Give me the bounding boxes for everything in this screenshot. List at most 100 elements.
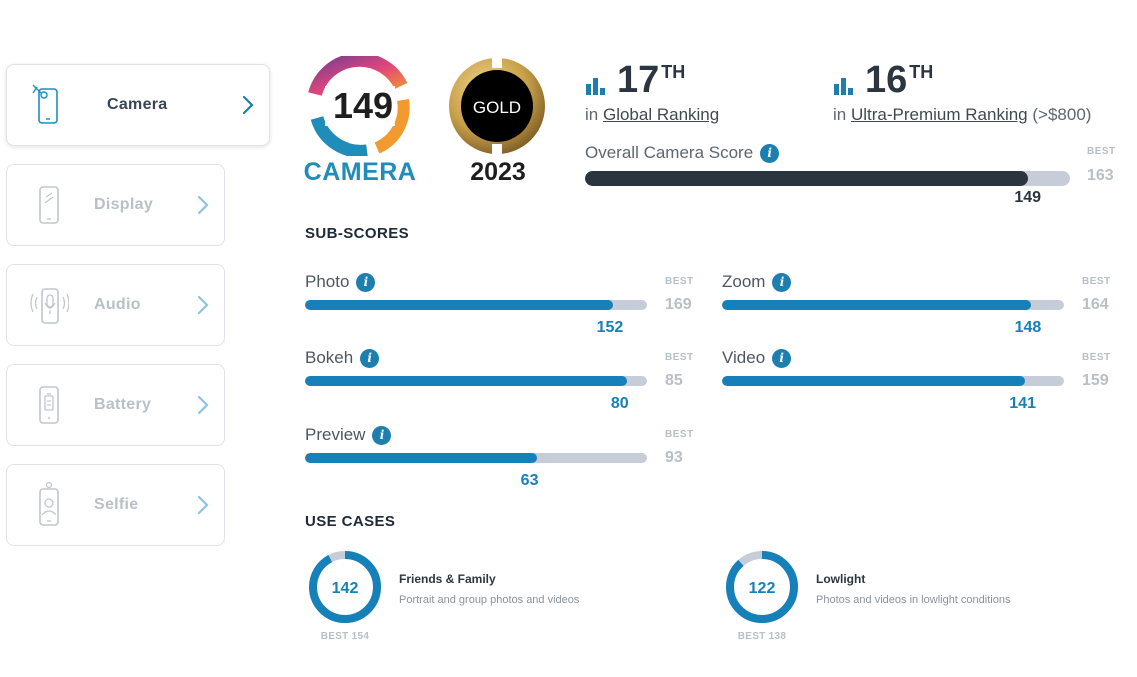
use-cases-title: USE CASES — [305, 513, 396, 530]
camera-phone-icon — [32, 84, 58, 124]
ultra-rank-suffix: TH — [909, 62, 934, 82]
sub-score-fill — [722, 376, 1026, 386]
sidebar-item-label: Camera — [107, 96, 168, 113]
info-icon[interactable]: i — [772, 272, 792, 292]
overall-score-fill — [585, 171, 1029, 186]
camera-score-badge: 149 — [308, 56, 410, 156]
overall-score-title: Overall Camera Score — [585, 143, 754, 162]
sub-score-value: 141 — [1009, 395, 1036, 412]
sub-score-best-value: 93 — [665, 449, 683, 466]
global-rank-suffix: TH — [661, 62, 686, 82]
sidebar-item-label: Selfie — [94, 496, 139, 513]
sub-score-bar-video — [722, 376, 1064, 386]
sub-score-title: Video — [722, 348, 766, 367]
overall-best-label: BEST — [1087, 146, 1116, 157]
sub-score-best-label: BEST — [1082, 276, 1111, 287]
display-phone-icon — [39, 186, 59, 224]
sub-score-fill — [305, 376, 627, 386]
sub-score-title: Preview — [305, 425, 366, 444]
use-case-title: Lowlight — [816, 572, 866, 586]
sidebar-item-display[interactable]: Display — [6, 164, 225, 246]
sub-score-title: Bokeh — [305, 348, 354, 367]
use-case-description: Portrait and group photos and videos — [399, 594, 580, 606]
chevron-right-icon — [197, 195, 209, 215]
use-case-score: 122 — [749, 580, 776, 597]
sub-score-bar-photo — [305, 300, 647, 310]
sidebar-item-label: Audio — [94, 296, 141, 313]
sidebar-item-label: Display — [94, 196, 154, 213]
sub-score-fill — [305, 300, 613, 310]
use-case-score-ring: 122 — [726, 551, 798, 623]
use-case-best: BEST 154 — [320, 631, 370, 642]
battery-phone-icon — [39, 386, 59, 424]
camera-badge-label: CAMERA — [303, 158, 417, 186]
camera-score-badge-value: 149 — [333, 85, 393, 126]
sub-score-best-label: BEST — [665, 352, 694, 363]
price-note: (>$800) — [1032, 105, 1092, 124]
sub-score-best-label: BEST — [1082, 352, 1111, 363]
sub-score-best-label: BEST — [665, 276, 694, 287]
sub-score-title: Zoom — [722, 272, 766, 291]
sub-score-best-value: 169 — [665, 296, 692, 313]
info-icon[interactable]: i — [372, 425, 392, 445]
info-icon[interactable]: i — [772, 348, 792, 368]
rank-prefix: in — [585, 105, 599, 124]
selfie-phone-icon — [39, 481, 59, 526]
sub-score-label-preview: Preview i — [305, 425, 392, 445]
sub-score-bar-zoom — [722, 300, 1064, 310]
info-icon[interactable]: i — [360, 348, 380, 368]
sub-score-best-value: 164 — [1082, 296, 1109, 313]
chevron-right-icon — [197, 395, 209, 415]
sub-score-value: 148 — [1014, 319, 1042, 336]
global-rank-caption: in Global Ranking — [585, 105, 719, 125]
chevron-right-icon — [242, 95, 254, 115]
chevron-right-icon — [197, 495, 209, 515]
sub-score-value: 80 — [610, 395, 629, 412]
global-rank-number: 17 — [617, 59, 660, 101]
sidebar-item-label: Battery — [94, 396, 152, 413]
use-case-score: 142 — [332, 580, 359, 597]
ultra-premium-ranking-link[interactable]: Ultra-Premium Ranking — [850, 105, 1028, 124]
ultra-rank-number: 16 — [865, 59, 908, 101]
award-year: 2023 — [470, 158, 526, 186]
sub-score-label-video: Video i — [722, 348, 792, 368]
info-icon[interactable]: i — [356, 272, 376, 292]
sub-score-best-label: BEST — [665, 429, 694, 440]
bar-chart-icon — [834, 78, 853, 95]
sidebar-item-audio[interactable]: Audio — [6, 264, 225, 346]
info-icon[interactable]: i — [760, 143, 780, 163]
sub-score-value: 152 — [596, 319, 624, 336]
overall-best-value: 163 — [1087, 167, 1114, 184]
ultra-premium-rank: 16 TH — [833, 58, 933, 102]
sidebar-item-battery[interactable]: Battery — [6, 364, 225, 446]
sub-scores-title: SUB-SCORES — [305, 225, 410, 242]
global-ranking-link[interactable]: Global Ranking — [602, 105, 720, 124]
gold-award-badge: GOLD — [449, 58, 545, 154]
sub-score-value: 63 — [520, 472, 539, 489]
overall-score-label: Overall Camera Score i — [585, 143, 780, 163]
overall-score-value: 149 — [1014, 189, 1042, 206]
gold-badge-text: GOLD — [473, 98, 521, 117]
sub-score-bar-preview — [305, 453, 647, 463]
use-case-title: Friends & Family — [399, 572, 496, 586]
sub-score-best-value: 85 — [665, 372, 683, 389]
sub-score-bar-bokeh — [305, 376, 647, 386]
use-case-best: BEST 138 — [737, 631, 787, 642]
sub-score-label-zoom: Zoom i — [722, 272, 792, 292]
use-case-ring-fill — [726, 551, 798, 623]
overall-score-bar — [585, 171, 1070, 186]
rank-prefix: in — [833, 105, 847, 124]
sub-score-label-photo: Photo i — [305, 272, 376, 292]
sidebar-item-camera[interactable]: Camera — [6, 64, 270, 146]
use-case-ring-fill — [309, 551, 381, 623]
sub-score-fill — [722, 300, 1031, 310]
sub-score-label-bokeh: Bokeh i — [305, 348, 380, 368]
use-case-score-ring: 142 — [309, 551, 381, 623]
audio-phone-icon — [30, 288, 69, 324]
sidebar-item-selfie[interactable]: Selfie — [6, 464, 225, 546]
use-case-description: Photos and videos in lowlight conditions — [816, 594, 1011, 606]
chevron-right-icon — [197, 295, 209, 315]
sub-score-fill — [305, 453, 537, 463]
bar-chart-icon — [586, 78, 605, 95]
ultra-rank-caption: in Ultra-Premium Ranking (>$800) — [833, 105, 1091, 125]
